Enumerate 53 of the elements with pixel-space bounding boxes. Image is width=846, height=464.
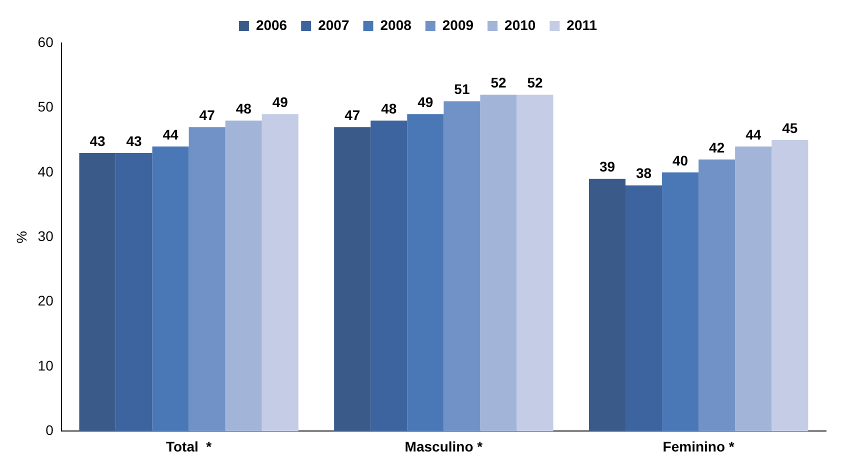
x-tick-label: Masculino *: [404, 438, 484, 454]
bar: [772, 140, 808, 432]
legend-label: 2006: [256, 16, 288, 33]
y-tick-label: 50: [38, 98, 54, 115]
data-label: 49: [272, 94, 288, 110]
bar: [79, 152, 116, 432]
bar: [698, 159, 736, 432]
data-label: 43: [126, 132, 142, 149]
y-axis-title: %: [13, 230, 30, 244]
bar: [188, 127, 226, 432]
data-label: 52: [490, 74, 506, 91]
data-label: 51: [454, 81, 470, 98]
y-tick-label: 60: [38, 34, 54, 50]
bar: [735, 146, 772, 432]
bar: [444, 101, 480, 432]
legend-label: 2011: [566, 16, 598, 33]
y-tick-label: 20: [38, 292, 54, 309]
bar: [225, 120, 262, 432]
bar: [588, 178, 626, 432]
y-tick-label: 30: [38, 228, 54, 244]
bar: [370, 120, 408, 432]
data-label: 45: [782, 120, 798, 136]
legend-label: 2007: [318, 16, 350, 33]
data-label: 42: [709, 139, 725, 156]
data-label: 48: [381, 100, 397, 116]
x-tick-label: Total *: [166, 438, 212, 454]
bar: [662, 172, 699, 432]
bar: [480, 94, 517, 432]
legend-label: 2009: [442, 16, 474, 33]
data-label: 44: [746, 126, 762, 142]
data-label: 49: [418, 94, 434, 110]
bar: [116, 152, 152, 432]
x-tick-label: Feminino *: [662, 438, 735, 454]
data-label: 47: [344, 106, 360, 123]
legend-label: 2010: [504, 16, 536, 33]
data-label: 40: [672, 152, 688, 168]
data-label: 47: [199, 106, 216, 123]
data-label: 44: [162, 126, 179, 142]
data-label: 39: [599, 158, 616, 175]
legend-label: 2008: [380, 16, 412, 33]
bar: [334, 127, 371, 432]
y-tick-label: 40: [38, 163, 54, 180]
data-label: 38: [636, 165, 652, 182]
data-label: 43: [90, 132, 106, 149]
y-tick-label: 10: [38, 357, 54, 374]
bar: [152, 146, 189, 432]
bar: [407, 114, 444, 432]
data-label: 48: [236, 100, 252, 116]
bar: [625, 185, 662, 432]
y-tick-label: 0: [46, 422, 54, 438]
bar: [262, 114, 298, 432]
bar: [516, 94, 554, 432]
data-label: 52: [527, 74, 544, 91]
